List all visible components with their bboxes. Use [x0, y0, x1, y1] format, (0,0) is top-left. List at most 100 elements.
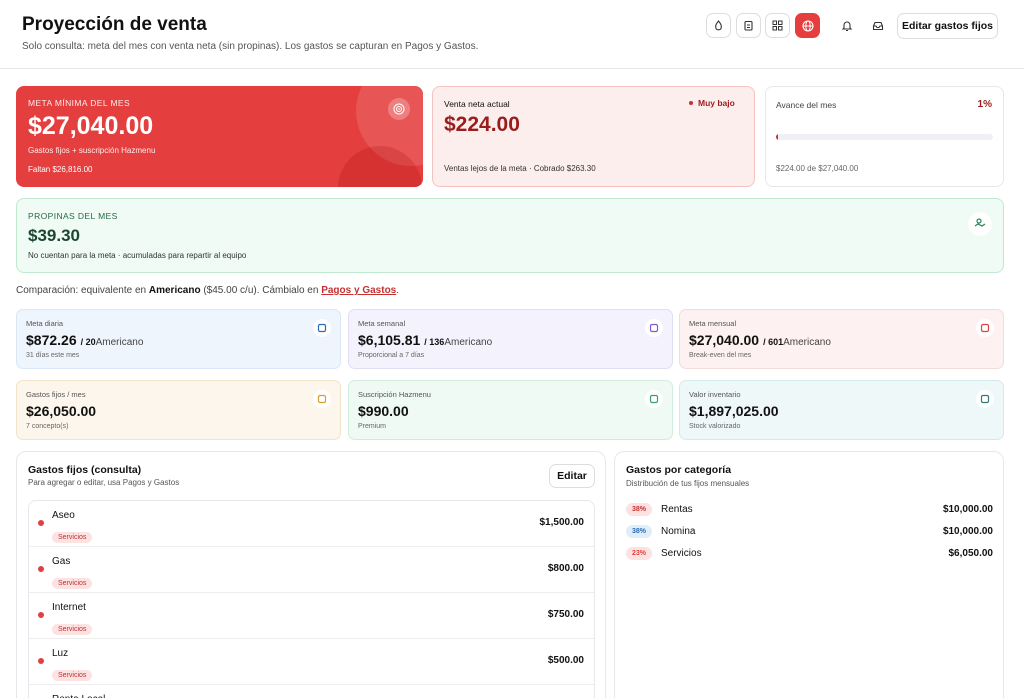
tips-value: $39.30	[28, 226, 80, 245]
notifications-icon[interactable]	[841, 19, 853, 37]
icon	[974, 218, 986, 227]
metric-value: $27,040.00	[689, 332, 760, 348]
icon	[649, 323, 659, 333]
metric-label: Gastos fijos / mes	[26, 390, 86, 399]
metric-label: Meta mensual	[689, 319, 737, 328]
metric-icon	[976, 390, 994, 408]
category-percent: 23%	[626, 547, 653, 560]
progress-note: $224.00 de $27,040.00	[776, 164, 859, 173]
edit-fixed-costs-button[interactable]: Editar gastos fijos	[897, 13, 998, 39]
item-name: Luz	[52, 648, 69, 659]
category-amount: $6,050.00	[948, 548, 994, 559]
header: Proyección de venta Solo consulta: meta …	[0, 0, 1024, 69]
metric-note: Break-even del mes	[689, 352, 752, 359]
goal-note: Gastos fijos + suscripción Hazmenu	[28, 146, 156, 155]
progress-card: Avance del mes 1% $224.00 de $27,040.00	[765, 86, 1004, 187]
category-amount: $10,000.00	[942, 526, 993, 537]
metric-unit: Americano	[95, 337, 144, 348]
icon	[744, 20, 753, 31]
item-tag: Servicios	[52, 670, 93, 681]
item-name: Renta Local	[52, 694, 105, 698]
item-amount: $800.00	[547, 563, 584, 574]
link[interactable]: Pagos y Gastos	[321, 285, 397, 296]
sales-note: Ventas lejos de la meta · Cobrado $263.3…	[444, 164, 596, 173]
tips-note: No cuentan para la meta · acumuladas par…	[28, 251, 247, 260]
metric-count: / 601	[763, 337, 784, 347]
metric-value-line: $1,897,025.00	[689, 403, 779, 419]
product: Americano	[148, 285, 201, 296]
metric-label: Valor inventario	[689, 390, 741, 399]
metric-value-line: $27,040.00/ 601Americano	[689, 332, 831, 348]
metric-icon	[645, 319, 663, 337]
progress-fill	[776, 134, 779, 140]
category-name: Servicios	[661, 548, 702, 559]
metric-value-line: $990.00	[358, 403, 409, 419]
goal-label: META MÍNIMA DEL MES	[28, 98, 131, 108]
icon-button-active[interactable]	[795, 13, 820, 38]
metric-label: Meta diaria	[26, 319, 64, 328]
icon	[801, 19, 814, 32]
item-tag-wrap: Servicios	[52, 618, 93, 636]
item-tag-wrap: Servicios	[52, 664, 93, 682]
item-tag: Servicios	[52, 624, 93, 635]
icon-button[interactable]	[706, 13, 731, 38]
tips-icon	[968, 212, 992, 236]
item-name: Aseo	[52, 510, 75, 521]
status-dot	[689, 101, 693, 105]
metric-value: $26,050.00	[26, 403, 97, 419]
icon	[872, 21, 884, 31]
progress-track	[776, 134, 993, 140]
metric-card: Meta mensual $27,040.00/ 601Americano Br…	[679, 309, 1004, 369]
metric-card: Meta semanal $6,105.81/ 136Americano Pro…	[348, 309, 673, 369]
panel-subtitle: Para agregar o editar, usa Pagos y Gasto…	[28, 478, 180, 487]
text: ($45.00 c/u). Cámbialo en	[203, 285, 319, 296]
category-percent: 38%	[626, 525, 653, 538]
metric-card: Valor inventario $1,897,025.00 Stock val…	[679, 380, 1004, 440]
category-row: 38% Rentas $10,000.00	[626, 503, 993, 519]
item-amount: $500.00	[547, 655, 584, 666]
metric-card: Meta diaria $872.26/ 20Americano 31 días…	[16, 309, 341, 369]
categories-panel: Gastos por categoría Distribución de tus…	[614, 451, 1004, 698]
tips-label: PROPINAS DEL MES	[28, 211, 118, 221]
icon	[715, 20, 722, 31]
page-subtitle: Solo consulta: meta del mes con venta ne…	[22, 41, 479, 52]
icon	[772, 20, 783, 31]
metric-unit: Americano	[783, 337, 831, 348]
fixed-cost-item: Aseo Servicios $1,500.00	[29, 501, 594, 546]
edit-button[interactable]: Editar	[549, 464, 595, 488]
fixed-costs-list: Aseo Servicios $1,500.00 Gas Servicios $…	[28, 500, 595, 698]
page-title: Proyección de venta	[22, 14, 207, 35]
icon	[980, 323, 990, 333]
progress-percent: 1%	[977, 99, 992, 110]
icon-button[interactable]	[765, 13, 790, 38]
metric-label: Suscripción Hazmenu	[358, 390, 431, 399]
item-dot	[38, 612, 44, 618]
sales-card: Venta neta actual Muy bajo $224.00 Venta…	[432, 86, 755, 187]
category-row: 38% Nomina $10,000.00	[626, 525, 993, 541]
comparison-line: Comparación: equivalente en Americano ($…	[16, 285, 399, 296]
metric-value: $6,105.81	[358, 332, 421, 348]
icon	[980, 394, 990, 404]
item-amount: $750.00	[547, 609, 584, 620]
metric-value-line: $872.26/ 20Americano	[26, 332, 143, 348]
icon	[649, 394, 659, 404]
inbox-icon[interactable]	[872, 19, 884, 37]
tips-card: PROPINAS DEL MES $39.30 No cuentan para …	[16, 198, 1004, 273]
item-dot	[38, 520, 44, 526]
metric-count: / 20	[80, 337, 96, 347]
goal-value: $27,040.00	[28, 112, 154, 140]
metric-icon	[976, 319, 994, 337]
icon	[841, 21, 853, 31]
metric-value: $1,897,025.00	[689, 403, 779, 419]
progress-label: Avance del mes	[776, 100, 837, 110]
fixed-costs-panel: Gastos fijos (consulta) Para agregar o e…	[16, 451, 606, 698]
metric-value-line: $26,050.00	[26, 403, 96, 419]
icon-button[interactable]	[736, 13, 761, 38]
category-row: 23% Servicios $6,050.00	[626, 547, 993, 563]
item-dot	[38, 566, 44, 572]
metric-unit: Americano	[444, 337, 493, 348]
item-tag: Servicios	[52, 578, 93, 589]
text: .	[396, 285, 400, 296]
sales-status: Muy bajo	[698, 98, 735, 108]
